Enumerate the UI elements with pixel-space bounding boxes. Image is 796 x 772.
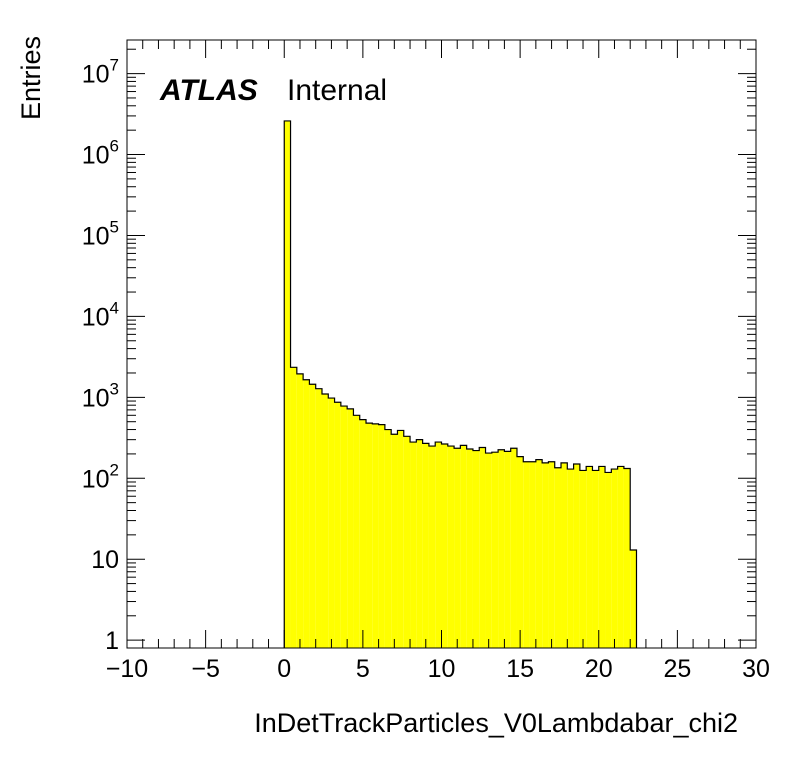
- histogram-bin: [510, 448, 517, 648]
- histogram-bin: [617, 466, 624, 648]
- x-tick-label: 15: [506, 655, 534, 683]
- histogram-bin: [447, 446, 455, 648]
- histogram-bin: [340, 406, 348, 648]
- x-tick-label: −5: [191, 655, 220, 683]
- internal-label: Internal: [287, 74, 387, 107]
- histogram-bin: [592, 470, 599, 648]
- histogram-bin: [573, 464, 580, 648]
- histogram-bin: [284, 120, 291, 649]
- histogram-bin: [435, 442, 442, 648]
- histogram-bin: [554, 467, 562, 648]
- histogram-bin: [466, 449, 473, 648]
- histogram-bin: [372, 423, 379, 648]
- histogram-bin: [290, 367, 297, 648]
- histogram-bin: [378, 424, 385, 648]
- histogram-bin: [586, 466, 593, 648]
- histogram-bin: [605, 472, 612, 648]
- histogram-bin: [296, 373, 304, 648]
- x-tick-label: −10: [106, 655, 148, 683]
- histogram-bin: [535, 459, 543, 648]
- histogram-bin: [328, 398, 335, 648]
- atlas-label: ATLAS: [159, 74, 258, 107]
- y-tick-label: 106: [82, 137, 119, 170]
- x-tick-label: 25: [663, 655, 691, 683]
- histogram-bars: [283, 120, 638, 649]
- histogram-bin: [516, 456, 524, 648]
- x-axis-title: InDetTrackParticles_V0Lambdabar_chi2: [254, 708, 738, 738]
- x-tick-label: 5: [356, 655, 370, 683]
- histogram-bin: [630, 549, 637, 648]
- x-tick-label: 10: [428, 655, 456, 683]
- histogram-bin: [472, 450, 480, 648]
- y-tick-label: 1: [105, 627, 119, 655]
- histogram-bin: [391, 434, 398, 648]
- histogram-bin: [321, 393, 329, 648]
- histogram-bin: [523, 461, 530, 648]
- histogram-bin: [347, 408, 354, 648]
- histogram-bin: [366, 423, 373, 648]
- histogram-bin: [454, 448, 461, 648]
- histogram-bin: [441, 444, 448, 648]
- histogram-bin: [561, 462, 568, 648]
- histogram-bin: [548, 461, 555, 648]
- histogram-bin: [410, 442, 417, 648]
- y-axis-title: Entries: [16, 36, 46, 120]
- histogram-bin: [315, 388, 322, 648]
- histogram-bin: [309, 384, 316, 648]
- y-tick-label: 104: [82, 298, 119, 331]
- histogram-bin: [598, 466, 606, 648]
- y-axis-ticks: 1 10 102 103 104 105 106 107: [82, 48, 756, 655]
- y-tick-label: 105: [82, 217, 119, 250]
- histogram-bin: [460, 445, 467, 648]
- histogram-bin: [542, 462, 549, 648]
- histogram-outline: [283, 120, 638, 648]
- histogram-bin: [611, 469, 618, 648]
- histogram-bin: [623, 468, 631, 648]
- y-tick-label: 103: [82, 379, 119, 412]
- histogram-bin: [498, 449, 505, 648]
- y-tick-label: 102: [82, 460, 119, 493]
- histogram-bin: [491, 452, 499, 648]
- histogram-bin: [334, 402, 341, 648]
- histogram-bin: [479, 447, 486, 648]
- y-tick-label: 107: [82, 56, 119, 89]
- histogram-bin: [403, 436, 411, 648]
- x-tick-label: 20: [585, 655, 613, 683]
- histogram-bin: [353, 415, 360, 648]
- histogram-bin: [416, 439, 423, 648]
- histogram-bin: [567, 469, 574, 648]
- histogram-bin: [579, 470, 587, 648]
- histogram-bin: [422, 443, 429, 648]
- histogram-bin: [397, 430, 404, 648]
- histogram-bin: [359, 419, 367, 648]
- y-tick-label: 10: [91, 546, 119, 574]
- histogram-bin: [384, 429, 392, 648]
- histogram-bin: [485, 453, 492, 648]
- x-tick-label: 30: [742, 655, 770, 683]
- x-axis-ticks: −10 −5 0 5 10 15 20 25 30: [106, 40, 770, 683]
- histogram-bin: [504, 451, 511, 648]
- histogram-bin: [428, 446, 436, 648]
- x-tick-label: 0: [277, 655, 291, 683]
- histogram-bin: [529, 461, 536, 648]
- histogram-bin: [303, 379, 310, 648]
